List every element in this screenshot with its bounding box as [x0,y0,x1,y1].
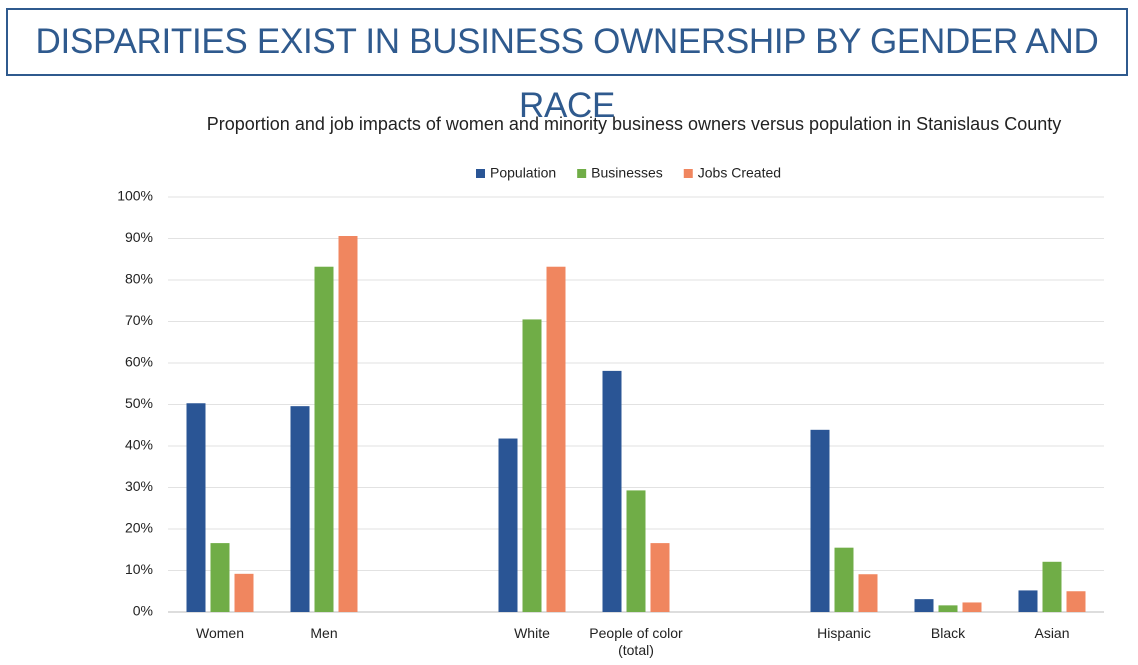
bar [210,543,230,612]
bar [938,605,958,612]
bar [858,574,878,612]
legend-swatch [683,169,693,178]
y-tick-label: 30% [125,478,153,494]
x-tick-label: Women [196,625,244,641]
bar [810,429,830,612]
bar [626,490,646,612]
bar [962,602,982,612]
bar [1018,590,1038,612]
y-tick-label: 0% [133,603,153,619]
legend-swatch [577,169,587,178]
x-tick-label: People of color (total) [589,625,683,658]
bar [522,319,542,612]
y-tick-label: 60% [125,354,153,370]
x-tick-label: Hispanic [817,625,871,641]
x-tick-label: Men [310,625,338,641]
bar [834,547,854,612]
y-tick-label: 70% [125,312,153,328]
y-tick-label: 40% [125,437,153,453]
slide-title: DISPARITIES EXIST IN BUSINESS OWNERSHIP … [6,8,1128,125]
y-tick-label: 100% [117,188,153,204]
x-tick-label: White [514,625,550,641]
bar [314,266,334,612]
y-tick-label: 50% [125,395,153,411]
bar [186,403,206,612]
y-tick-label: 10% [125,561,153,577]
bar [290,406,310,612]
legend-swatch [476,169,485,178]
legend-label: Population [490,165,556,181]
bar [338,236,358,612]
bar [546,266,566,612]
x-tick-label: Black [930,625,966,641]
legend-label: Businesses [591,165,663,181]
bar [650,543,670,612]
bar [914,599,934,612]
x-tick-label: Asian [1034,625,1070,641]
y-tick-label: 80% [125,271,153,287]
bar [498,438,518,612]
bar [1042,561,1062,612]
y-tick-label: 20% [125,520,153,536]
bar [602,370,622,612]
y-tick-label: 90% [125,229,153,245]
bar [1066,591,1086,612]
chart-title: Proportion and job impacts of women and … [207,114,1061,134]
legend-label: Jobs Created [698,165,781,181]
bar [234,573,254,612]
